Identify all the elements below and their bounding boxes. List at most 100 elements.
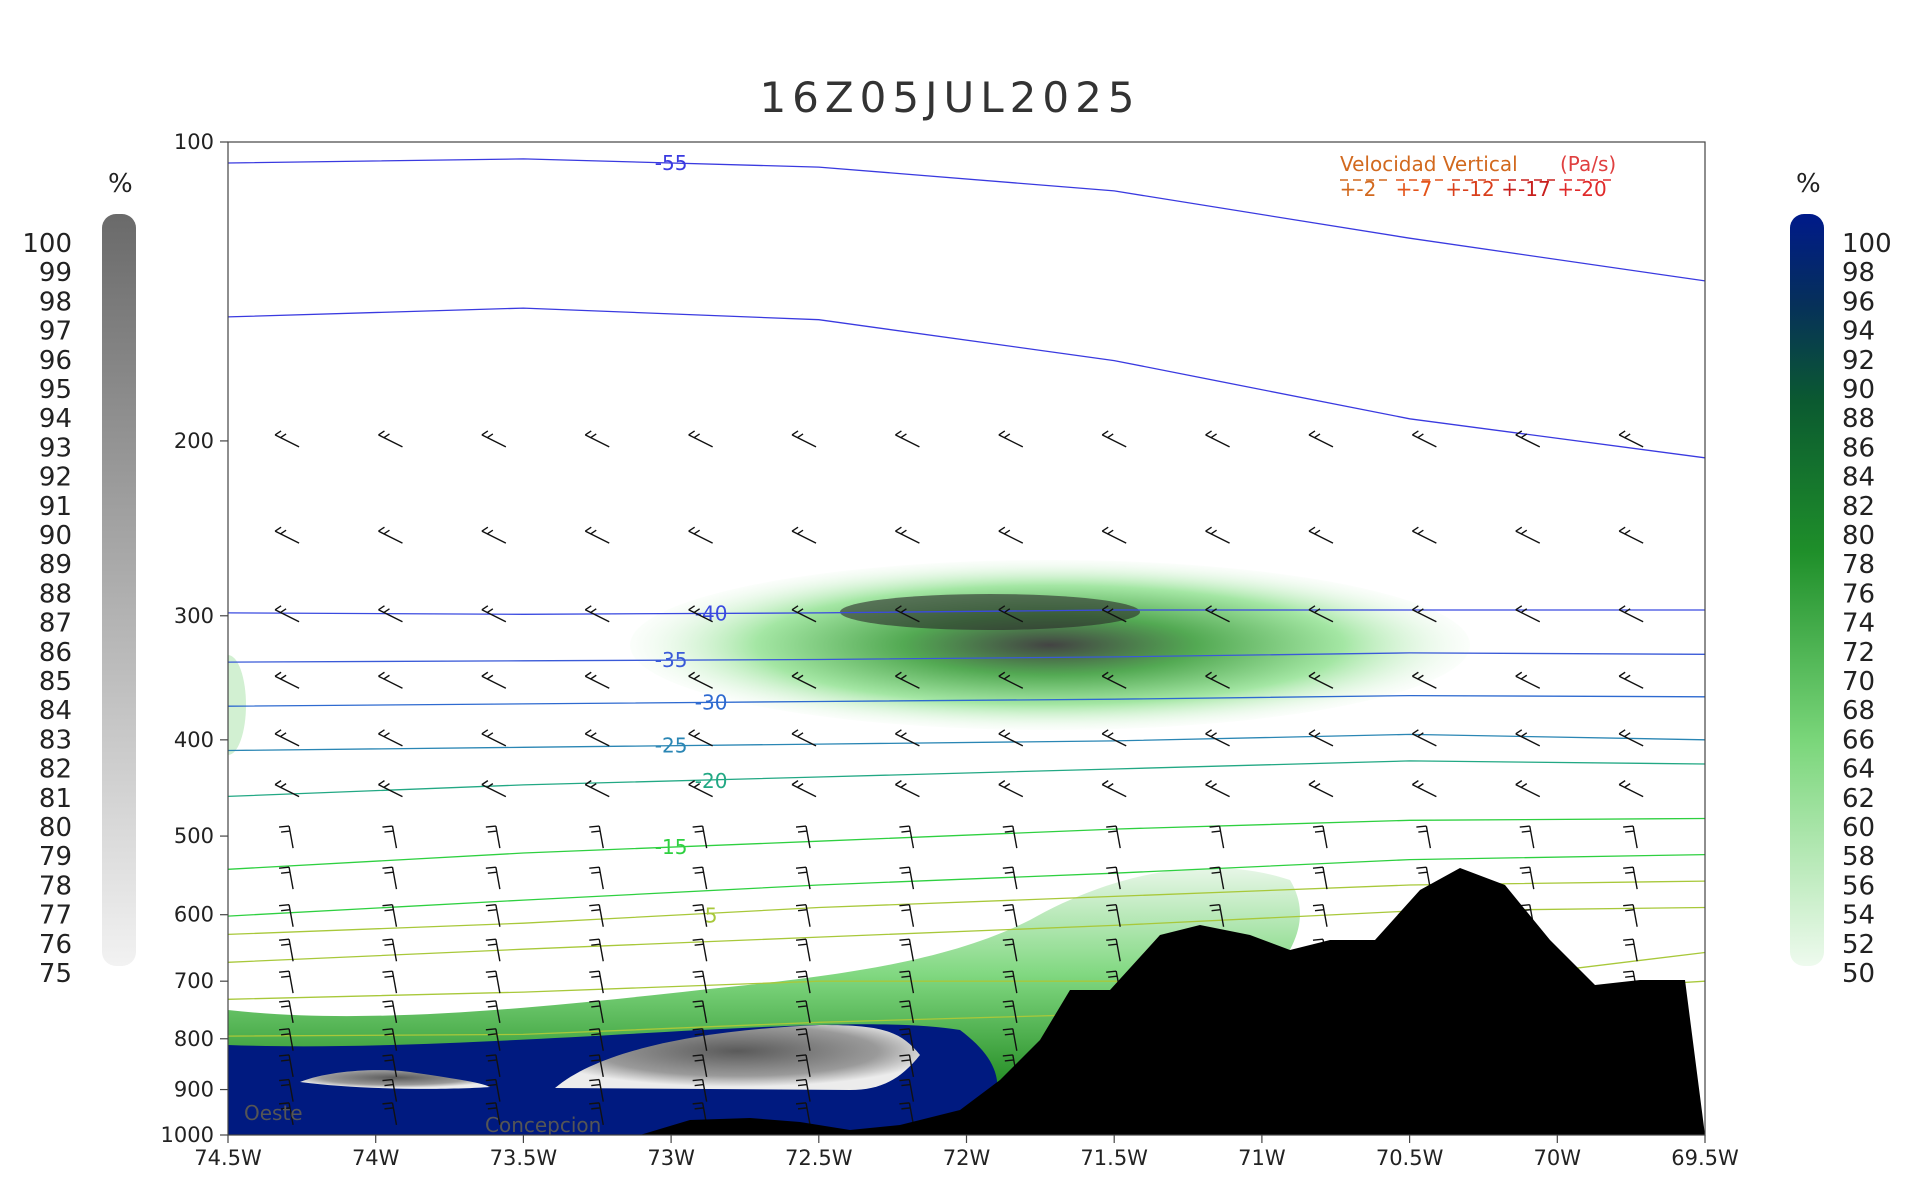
wind-barb-11-2 xyxy=(485,1000,501,1024)
x-tick-label-3: 73W xyxy=(647,1146,695,1170)
wind-barb-2-1 xyxy=(378,605,403,623)
wind-barb-1-1 xyxy=(378,526,403,544)
wind-barb-6-8 xyxy=(1106,825,1121,849)
wind-barb-3-9 xyxy=(1205,671,1230,689)
left-colorbar-label-1: 99 xyxy=(39,258,72,288)
wind-barb-4-13 xyxy=(1618,729,1644,747)
wind-barb-3-10 xyxy=(1308,671,1334,689)
wind-barb-4-6 xyxy=(895,729,920,747)
wind-barb-12-2 xyxy=(485,1028,501,1051)
left-colorbar-label-12: 88 xyxy=(39,579,72,609)
wind-barb-6-13 xyxy=(1623,825,1638,849)
wind-barb-12-5 xyxy=(795,1028,811,1051)
wind-barb-9-1 xyxy=(382,938,398,962)
wind-barb-13-1 xyxy=(382,1054,398,1078)
legend-title-a: Velocidad Vertical xyxy=(1340,152,1518,176)
wind-barb-8-5 xyxy=(795,904,811,927)
y-tick-label-700: 700 xyxy=(174,969,214,993)
wind-barb-0-12 xyxy=(1515,430,1541,448)
wind-barb-3-6 xyxy=(895,671,920,689)
wind-barb-9-8 xyxy=(1106,938,1121,962)
wind-barb-5-4 xyxy=(688,780,713,798)
right-colorbar-label-2: 96 xyxy=(1842,287,1875,317)
x-tick-label-5: 72W xyxy=(943,1146,991,1170)
right-colorbar-label-1: 98 xyxy=(1842,258,1875,288)
right-colorbar: % 10098969492908886848280787674727068666… xyxy=(1790,169,1892,989)
x-tick-label-6: 71.5W xyxy=(1080,1146,1148,1170)
contour--20-0 xyxy=(228,760,1705,798)
wind-barb-11-6 xyxy=(899,1000,915,1024)
wind-barb-3-2 xyxy=(481,671,507,689)
left-colorbar-label-9: 91 xyxy=(39,492,72,522)
wind-barb-8-0 xyxy=(279,904,294,927)
right-colorbar-label-17: 66 xyxy=(1842,725,1875,755)
y-tick-label-400: 400 xyxy=(174,728,214,752)
left-colorbar-bar xyxy=(102,214,136,966)
wind-barb-11-0 xyxy=(279,1000,294,1024)
vertical-velocity-legend: Velocidad Vertical (Pa/s) +-2 +-7 +-12 +-17… xyxy=(1340,152,1617,201)
wind-barb-7-5 xyxy=(795,866,811,890)
wind-barb-6-7 xyxy=(1002,825,1018,849)
wind-barb-15-1 xyxy=(382,1102,398,1126)
left-colorbar-label-22: 78 xyxy=(39,871,72,901)
wind-barb-10-1 xyxy=(382,970,398,994)
upper-rh-core xyxy=(840,594,1140,630)
contour-label--25: -25 xyxy=(655,734,688,758)
wind-barb-9-6 xyxy=(899,938,915,962)
wind-barb-9-3 xyxy=(589,938,604,962)
right-colorbar-unit: % xyxy=(1796,169,1821,199)
wind-barb-7-6 xyxy=(899,866,915,890)
wind-barb-10-2 xyxy=(485,970,501,994)
wind-barb-8-10 xyxy=(1312,904,1328,927)
wind-barb-2-13 xyxy=(1618,605,1644,623)
left-edge-rh xyxy=(228,655,246,755)
wind-barb-4-7 xyxy=(998,729,1024,747)
right-colorbar-label-21: 58 xyxy=(1842,842,1875,872)
contour--15-0 xyxy=(228,817,1705,870)
wind-barb-5-6 xyxy=(895,780,920,798)
wind-barb-1-7 xyxy=(998,526,1024,544)
wind-barb-4-9 xyxy=(1205,729,1230,747)
wind-barb-2-5 xyxy=(791,605,817,623)
contour--40-0 xyxy=(228,609,1705,615)
wind-barb-1-3 xyxy=(584,526,610,544)
right-colorbar-label-14: 72 xyxy=(1842,638,1875,668)
wind-barb-3-3 xyxy=(584,671,610,689)
wind-barb-4-8 xyxy=(1101,729,1127,747)
right-colorbar-label-24: 52 xyxy=(1842,930,1875,960)
wind-barb-4-0 xyxy=(274,729,300,747)
wind-barb-0-7 xyxy=(998,430,1024,448)
left-colorbar-label-17: 83 xyxy=(39,725,72,755)
wind-barb-14-4 xyxy=(692,1078,708,1102)
contour-label--55: -55 xyxy=(655,151,688,175)
left-colorbar-label-25: 75 xyxy=(39,959,72,989)
right-colorbar-label-3: 94 xyxy=(1842,317,1875,347)
wind-barb-9-2 xyxy=(485,938,501,962)
wind-barb-7-8 xyxy=(1106,866,1121,890)
wind-barb-5-0 xyxy=(274,780,300,798)
contour--15-1 xyxy=(228,853,1705,917)
wind-barb-9-13 xyxy=(1623,938,1638,962)
wind-barb-3-7 xyxy=(998,671,1024,689)
x-axis: 74.5W 74W 73.5W 73W 72.5W 72W 71.5W 71W 70.5W 70W… xyxy=(194,1135,1739,1170)
contour-label--30: -30 xyxy=(695,691,728,715)
wind-barb-11-5 xyxy=(795,1000,811,1024)
legend-entry-1: +-7 xyxy=(1396,177,1433,201)
contour-label-5: 5 xyxy=(705,903,718,927)
wind-barb-11-3 xyxy=(589,1000,604,1024)
wind-barb-4-4 xyxy=(688,729,713,747)
x-tick-label-1: 74W xyxy=(352,1146,400,1170)
wind-barb-4-11 xyxy=(1411,729,1437,747)
wind-barb-15-5 xyxy=(795,1102,811,1126)
y-tick-label-900: 900 xyxy=(174,1078,214,1102)
wind-barb-1-2 xyxy=(481,526,507,544)
right-colorbar-label-23: 54 xyxy=(1842,901,1875,931)
wind-barb-5-2 xyxy=(481,780,507,798)
wind-barb-3-4 xyxy=(688,671,713,689)
contour-label--15: -15 xyxy=(655,835,688,859)
wind-barb-7-2 xyxy=(485,866,501,890)
wind-barb-15-6 xyxy=(899,1102,915,1126)
wind-barb-0-4 xyxy=(688,430,713,448)
y-tick-label-1000: 1000 xyxy=(161,1123,214,1147)
wind-barb-2-11 xyxy=(1411,605,1437,623)
